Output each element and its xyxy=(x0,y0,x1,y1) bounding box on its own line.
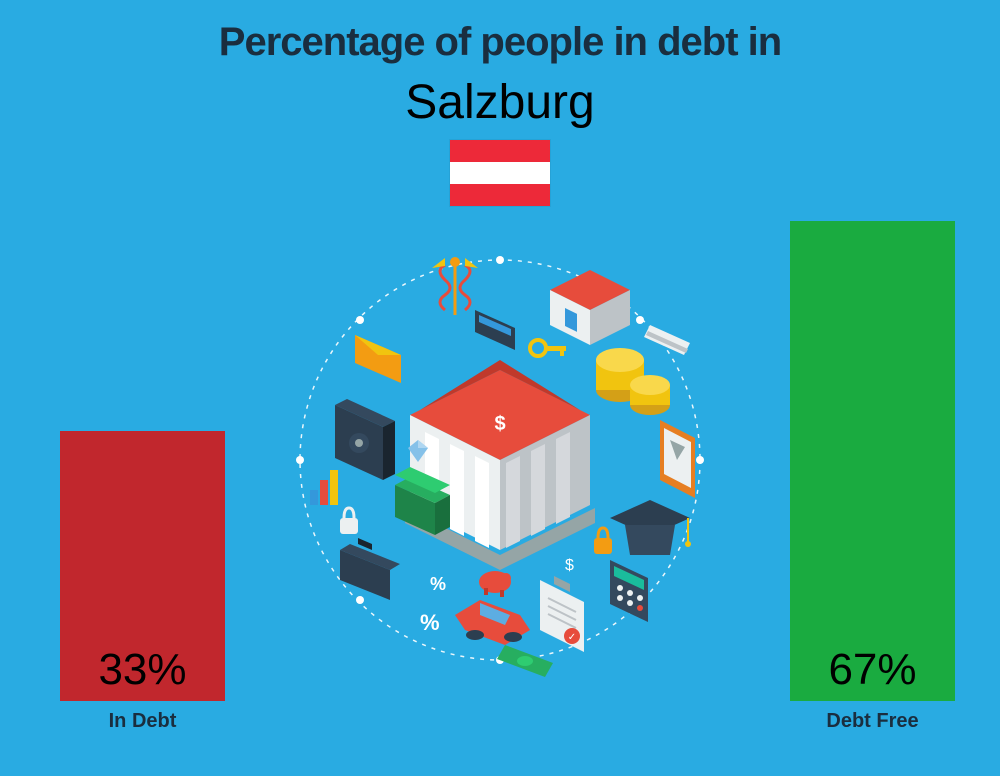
title-line2: Salzburg xyxy=(0,75,1000,130)
bar-in-debt-label: In Debt xyxy=(60,710,225,733)
svg-text:$: $ xyxy=(494,413,505,435)
key-icon xyxy=(530,340,566,356)
graduation-cap-icon xyxy=(610,500,691,555)
bar-debt-free-value: 67% xyxy=(828,645,916,701)
flag-stripe-middle xyxy=(450,162,550,184)
wallet-icon xyxy=(475,310,515,350)
austria-flag xyxy=(450,140,550,206)
phone-icon xyxy=(660,420,695,498)
dollar-icon: $ xyxy=(565,557,574,574)
lock-icon xyxy=(340,508,358,534)
caduceus-icon xyxy=(432,257,478,315)
percent-icon: % xyxy=(430,574,446,594)
calculator-icon xyxy=(610,560,648,622)
safe-icon xyxy=(335,399,395,480)
car-icon xyxy=(455,600,530,645)
cash-note-icon xyxy=(497,645,553,677)
finance-illustration: $ xyxy=(280,240,720,680)
flag-stripe-bottom xyxy=(450,184,550,206)
bar-in-debt: 33% xyxy=(60,431,225,701)
percent-icon: % xyxy=(420,610,440,635)
briefcase-icon xyxy=(340,538,400,600)
svg-text:✓: ✓ xyxy=(568,632,576,643)
title-line1: Percentage of people in debt in xyxy=(0,20,1000,65)
bar-debt-free: 67% xyxy=(790,221,955,701)
bar-chart-icon xyxy=(310,470,338,505)
flag-stripe-top xyxy=(450,140,550,162)
bar-debt-free-label: Debt Free xyxy=(790,710,955,733)
house-icon xyxy=(550,270,630,345)
bar-in-debt-value: 33% xyxy=(98,645,186,701)
bank-icon: $ xyxy=(405,360,595,570)
lock-icon xyxy=(594,528,612,554)
clipboard-icon: ✓ xyxy=(540,576,584,652)
piggy-bank-icon xyxy=(479,571,511,597)
coins-icon xyxy=(596,348,670,415)
envelope-icon xyxy=(355,335,401,383)
